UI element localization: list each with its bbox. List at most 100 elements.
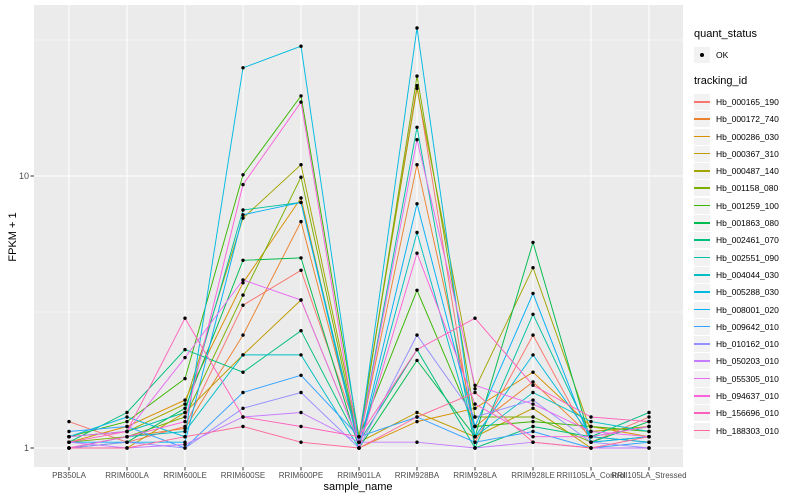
legend-key-line-icon (694, 360, 710, 362)
legend-item-label: Hb_008001_020 (716, 304, 779, 315)
data-point (183, 398, 187, 402)
data-point (299, 424, 303, 429)
data-point (357, 446, 361, 450)
legend-item: Hb_004044_030 (694, 266, 800, 283)
data-point (647, 435, 651, 439)
data-point (241, 182, 245, 187)
legend-key-line-icon (694, 187, 710, 190)
y-axis-title: FPKM + 1 (7, 212, 19, 262)
data-point (531, 429, 535, 434)
data-point (415, 125, 419, 129)
x-tick-label: RRIM901LA (337, 471, 381, 480)
data-point (183, 355, 187, 360)
data-point (241, 216, 245, 220)
data-point (415, 251, 419, 255)
legend-item-label: OK (716, 49, 729, 60)
data-point (589, 440, 593, 444)
data-point (531, 353, 535, 357)
data-point (241, 281, 245, 285)
legend-key (694, 232, 710, 249)
data-point (241, 66, 245, 70)
data-point (531, 435, 535, 439)
data-point (183, 442, 187, 447)
legend-item: Hb_001863_080 (694, 214, 800, 232)
data-point (299, 353, 303, 357)
legend-item: Hb_000172_740 (694, 111, 800, 128)
legend-item-label: Hb_000487_140 (716, 166, 779, 177)
data-point (473, 316, 477, 320)
x-tick-label: RRIM928BA (394, 471, 440, 480)
data-point (531, 383, 535, 387)
data-point (125, 435, 129, 439)
data-point (241, 258, 245, 262)
data-point (415, 74, 419, 78)
legend: quant_status OK tracking_id Hb_000165_19… (694, 28, 800, 439)
data-point (415, 415, 419, 419)
legend-item: Hb_050203_010 (694, 353, 800, 370)
data-point (531, 402, 535, 406)
legend-key-line-icon (694, 377, 710, 380)
data-point (531, 312, 535, 316)
data-point (125, 429, 129, 434)
legend-key (694, 111, 710, 128)
data-point (299, 100, 303, 104)
legend-item: Hb_009642_010 (694, 318, 800, 335)
legend-key (694, 336, 710, 353)
legend-item-label: Hb_009642_010 (716, 321, 779, 332)
data-point (67, 435, 71, 439)
data-point (125, 419, 129, 424)
legend-item-label: Hb_156696_010 (716, 408, 779, 419)
legend-key (694, 215, 710, 232)
legend-item: Hb_005288_030 (694, 284, 800, 301)
data-point (125, 446, 129, 450)
data-point (299, 410, 303, 415)
legend-item-label: Hb_001863_080 (716, 218, 779, 229)
legend-key-line-icon (694, 118, 710, 120)
data-point (531, 406, 535, 410)
legend-item-label: Hb_188303_010 (716, 425, 779, 436)
data-point (415, 410, 419, 415)
data-point (415, 86, 419, 91)
legend-item-label: Hb_001158_080 (716, 183, 779, 194)
data-point (415, 163, 419, 167)
data-point (647, 440, 651, 444)
data-point (241, 293, 245, 297)
x-tick-label: RRIM600LA (105, 471, 149, 480)
data-point (241, 213, 245, 217)
legend-key-line-icon (694, 394, 710, 397)
legend-key-line-icon (694, 325, 710, 328)
legend-key-line-icon (694, 100, 710, 103)
data-point (473, 387, 477, 391)
data-point (531, 370, 535, 374)
legend-key (694, 197, 710, 214)
data-point (415, 358, 419, 363)
legend-key (694, 180, 710, 197)
legend-item: Hb_094637_010 (694, 387, 800, 404)
data-point (125, 410, 129, 415)
legend-item-label: Hb_000165_190 (716, 96, 779, 107)
x-tick-label: RRIM928LE (511, 471, 555, 480)
legend-key-line-icon (694, 273, 710, 276)
data-point (531, 266, 535, 270)
data-point (67, 419, 71, 424)
legend-key (694, 370, 710, 387)
data-point (589, 429, 593, 434)
data-point (241, 415, 245, 419)
data-point (473, 415, 477, 419)
data-point (531, 291, 535, 296)
data-point (183, 347, 187, 352)
data-point (589, 446, 593, 450)
x-tick-label: RRIM600PE (278, 471, 324, 480)
data-point (647, 415, 651, 419)
legend-key-line-icon (694, 256, 710, 259)
data-point (299, 373, 303, 377)
legend-key-line-icon (694, 239, 710, 241)
legend-item-label: Hb_005288_030 (716, 287, 779, 298)
legend-item-ok: OK (694, 46, 800, 63)
data-point (415, 26, 419, 30)
legend-key (694, 266, 710, 283)
legend-item: Hb_156696_010 (694, 405, 800, 422)
data-point (473, 440, 477, 444)
legend-item: Hb_000165_190 (694, 93, 800, 110)
